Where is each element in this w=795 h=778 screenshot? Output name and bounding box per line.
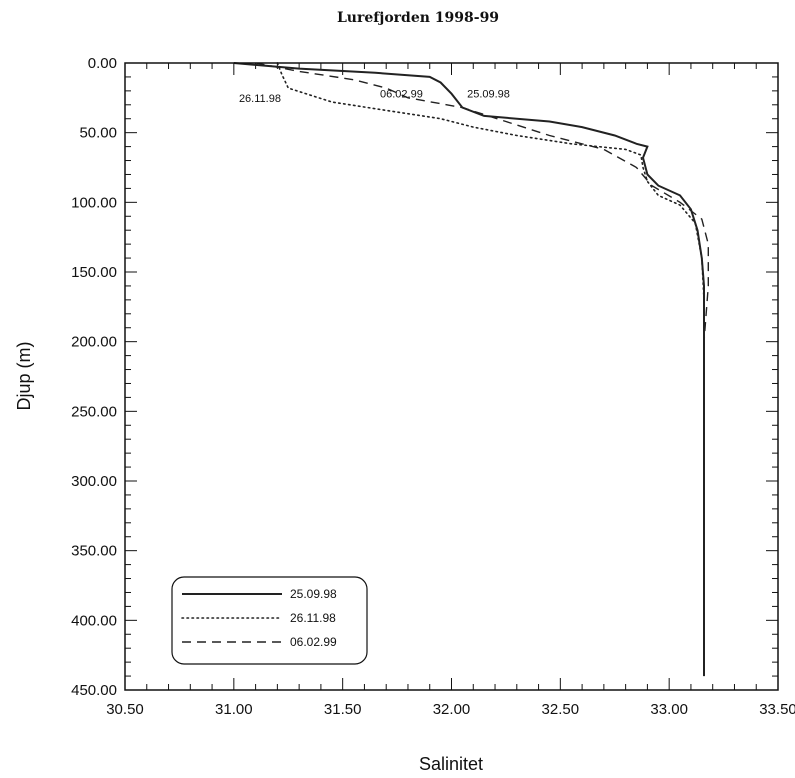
legend-label: 06.02.99 [290, 635, 337, 649]
y-tick-label: 450.00 [71, 682, 117, 699]
series-line-06.02.99 [255, 62, 709, 677]
y-tick-label: 400.00 [71, 612, 117, 629]
y-tick-label: 200.00 [71, 334, 117, 351]
y-tick-label: 300.00 [71, 473, 117, 490]
y-tick-label: 150.00 [71, 264, 117, 281]
x-tick-label: 32.50 [542, 701, 580, 718]
legend-box [171, 576, 368, 665]
y-tick-label: 250.00 [71, 403, 117, 420]
legend-label: 25.09.98 [290, 587, 337, 601]
curve-annotation: 26.11.98 [239, 93, 281, 105]
x-tick-label: 30.50 [106, 701, 144, 718]
x-axis-ticks: 30.50 31.00 31.50 32.00 32.50 33.00 33.50 [106, 63, 795, 718]
y-tick-label: 0.00 [88, 55, 117, 72]
x-tick-label: 32.00 [433, 701, 471, 718]
curve-annotation: 25.09.98 [467, 89, 510, 101]
plot-frame [124, 62, 779, 691]
annotation-layer: 26.11.98 06.02.99 25.09.98 [239, 89, 510, 105]
x-tick-label: 31.50 [324, 701, 362, 718]
chart-title: Lurefjorden 1998-99 [337, 10, 499, 26]
x-tick-label: 33.00 [650, 701, 688, 718]
x-axis-label: Salinitet [419, 754, 483, 774]
y-axis-label: Djup (m) [14, 341, 34, 410]
series-line-26.11.98 [276, 62, 705, 677]
y-tick-label: 350.00 [71, 543, 117, 560]
curve-annotation: 06.02.99 [380, 89, 423, 101]
y-axis-ticks: 0.00 50.00 100.00 150.00 200.00 250.00 300.00 3… [71, 55, 778, 699]
y-tick-label: 50.00 [79, 125, 117, 142]
legend-label: 26.11.98 [290, 611, 336, 625]
x-tick-label: 33.50 [759, 701, 795, 718]
x-tick-label: 31.00 [215, 701, 253, 718]
y-tick-label: 100.00 [71, 194, 117, 211]
legend: 25.09.98 26.11.98 06.02.99 [171, 576, 368, 665]
series-layer [233, 62, 709, 677]
